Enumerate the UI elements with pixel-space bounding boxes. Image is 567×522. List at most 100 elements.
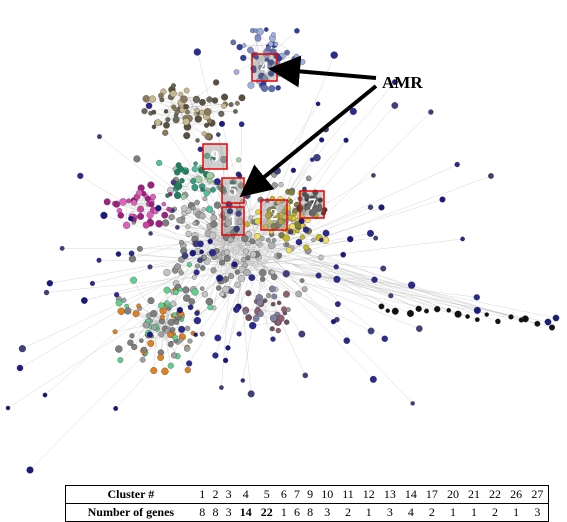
node [475,317,480,322]
node [217,254,222,259]
node [368,328,374,334]
node [174,169,180,175]
node [183,132,190,139]
node [296,291,302,297]
node [219,260,225,266]
node [163,269,170,276]
edge [30,272,226,470]
node [302,286,308,292]
node [179,178,184,183]
node [299,218,305,224]
node [113,201,119,207]
node [179,338,183,342]
node [171,83,176,88]
table-cell: 11 [338,486,358,504]
row-header: Cluster # [66,486,196,504]
node [234,282,240,288]
table-cell: 1 [442,504,463,522]
node [177,307,183,313]
node [207,178,212,183]
node [236,158,241,163]
node [194,311,199,316]
node [134,155,141,162]
node [149,96,156,103]
node [185,224,190,229]
node [261,85,268,92]
node [124,308,131,315]
node [133,310,140,317]
node [239,122,244,127]
node [215,335,222,342]
node [202,255,207,260]
node [199,99,205,105]
node [113,406,118,411]
node [181,205,187,211]
node [460,237,464,241]
node [156,160,162,166]
node [270,270,274,274]
node [149,202,154,207]
node [303,227,309,233]
node [241,378,245,382]
node [241,235,248,242]
node [344,138,349,143]
table-cell: 22 [256,504,277,522]
node [416,306,422,312]
node [125,304,129,308]
table-cell: 1 [358,504,379,522]
node [319,238,323,242]
node [183,287,190,294]
node [165,194,169,198]
node [180,108,185,113]
node [185,367,191,373]
node [283,291,290,298]
node [187,262,192,267]
node [194,317,201,324]
node [379,304,385,310]
node [148,297,155,304]
node [300,59,306,65]
node [488,173,493,178]
node [268,242,275,249]
table-cell: 3 [317,504,338,522]
node [440,197,446,203]
node [323,230,330,237]
cluster-label: 1 [229,211,238,230]
node [224,250,229,255]
node [173,290,178,295]
node [6,406,10,410]
node [157,354,163,360]
node [120,198,127,205]
node [19,345,26,352]
table-cell: 8 [209,504,222,522]
cluster-label: 4 [260,57,269,76]
node [168,319,175,326]
node [386,309,390,313]
node [156,220,163,227]
node [272,238,276,242]
node [114,292,119,297]
node [200,265,205,270]
node [407,310,414,317]
table-cell: 27 [527,486,549,504]
node [250,239,256,245]
node [182,253,188,259]
node [190,250,196,256]
node [185,110,190,115]
node [209,249,216,256]
node [382,336,388,342]
node [43,393,47,397]
node [270,326,275,331]
node [495,319,500,324]
node [143,222,150,229]
node [259,269,266,276]
node [318,255,323,260]
node [194,269,200,275]
node [248,391,255,398]
node [162,219,169,226]
table-cell: 13 [379,486,400,504]
node [245,290,251,296]
node [268,85,275,92]
node [197,241,203,247]
